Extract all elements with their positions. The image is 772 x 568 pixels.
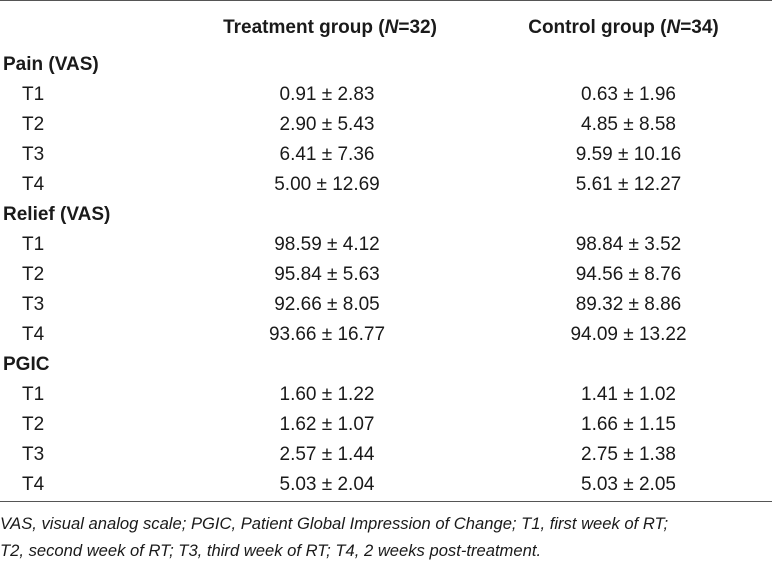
treatment-value: 6.41 ± 7.36 — [279, 144, 375, 165]
footnote-line: T2, second week of RT; T3, third week of… — [0, 541, 542, 560]
section-row-pgic: PGIC — [0, 350, 772, 380]
control-value: 2.75 ± 1.38 — [581, 444, 676, 465]
treatment-value: 92.66 ± 8.05 — [274, 294, 380, 315]
control-value: 89.32 ± 8.86 — [575, 294, 682, 315]
table-row: T3 2.57 ± 1.44 2.75 ± 1.38 — [0, 440, 772, 470]
control-value: 9.59 ± 10.16 — [575, 144, 682, 165]
table-row: T1 98.59 ± 4.12 98.84 ± 3.52 — [0, 230, 772, 260]
treatment-value: 1.62 ± 1.07 — [279, 414, 375, 435]
table-row: T1 0.91 ± 2.83 0.63 ± 1.96 — [0, 80, 772, 110]
control-value: 94.09 ± 13.22 — [570, 324, 687, 345]
table-row: T4 5.00 ± 12.69 5.61 ± 12.27 — [0, 170, 772, 200]
control-value: 0.63 ± 1.96 — [581, 84, 676, 105]
row-label: T3 — [22, 294, 45, 315]
control-value: 4.85 ± 8.58 — [581, 114, 676, 135]
row-label: T1 — [22, 384, 45, 405]
section-row-pain: Pain (VAS) — [0, 50, 772, 80]
treatment-value: 93.66 ± 16.77 — [268, 324, 386, 345]
row-label: T4 — [22, 174, 45, 195]
treatment-value: 5.03 ± 2.04 — [279, 474, 375, 495]
section-row-relief: Relief (VAS) — [0, 200, 772, 230]
section-title: Pain (VAS) — [3, 54, 99, 75]
footnote-rule — [0, 501, 772, 502]
treatment-value: 2.57 ± 1.44 — [279, 444, 375, 465]
control-value: 98.84 ± 3.52 — [575, 234, 682, 255]
row-label: T2 — [22, 414, 45, 435]
table-row: T4 5.03 ± 2.04 5.03 ± 2.05 — [0, 470, 772, 500]
row-label: T2 — [22, 264, 45, 285]
row-label: T1 — [22, 234, 45, 255]
header-treatment: Treatment group (N=32) — [223, 17, 437, 38]
row-label: T4 — [22, 474, 45, 495]
table-row: T2 2.90 ± 5.43 4.85 ± 8.58 — [0, 110, 772, 140]
row-label: T3 — [22, 444, 45, 465]
treatment-value: 5.00 ± 12.69 — [274, 174, 380, 195]
section-title: PGIC — [3, 354, 50, 375]
table-footnote: VAS, visual analog scale; PGIC, Patient … — [0, 510, 770, 564]
results-table: Treatment group (N=32) Control group (N=… — [0, 6, 772, 500]
table-row: T3 92.66 ± 8.05 89.32 ± 8.86 — [0, 290, 772, 320]
footnote-line: VAS, visual analog scale; PGIC, Patient … — [0, 514, 669, 533]
table-row: T2 95.84 ± 5.63 94.56 ± 8.76 — [0, 260, 772, 290]
header-control: Control group (N=34) — [528, 17, 719, 38]
control-value: 1.41 ± 1.02 — [581, 384, 676, 405]
table-row: T4 93.66 ± 16.77 94.09 ± 13.22 — [0, 320, 772, 350]
treatment-value: 0.91 ± 2.83 — [279, 84, 375, 105]
section-title: Relief (VAS) — [3, 204, 111, 225]
treatment-value: 1.60 ± 1.22 — [279, 384, 375, 405]
table-row: T3 6.41 ± 7.36 9.59 ± 10.16 — [0, 140, 772, 170]
treatment-value: 2.90 ± 5.43 — [279, 114, 375, 135]
row-label: T1 — [22, 84, 45, 105]
control-value: 1.66 ± 1.15 — [581, 414, 676, 435]
top-rule — [0, 0, 772, 1]
table-row: T1 1.60 ± 1.22 1.41 ± 1.02 — [0, 380, 772, 410]
control-value: 5.61 ± 12.27 — [575, 174, 682, 195]
table-row: T2 1.62 ± 1.07 1.66 ± 1.15 — [0, 410, 772, 440]
control-value: 94.56 ± 8.76 — [575, 264, 682, 285]
header-row: Treatment group (N=32) Control group (N=… — [0, 6, 772, 50]
row-label: T2 — [22, 114, 45, 135]
control-value: 5.03 ± 2.05 — [581, 474, 676, 495]
row-label: T4 — [22, 324, 45, 345]
row-label: T3 — [22, 144, 45, 165]
header-blank — [0, 6, 185, 50]
treatment-value: 95.84 ± 5.63 — [274, 264, 380, 285]
treatment-value: 98.59 ± 4.12 — [274, 234, 380, 255]
